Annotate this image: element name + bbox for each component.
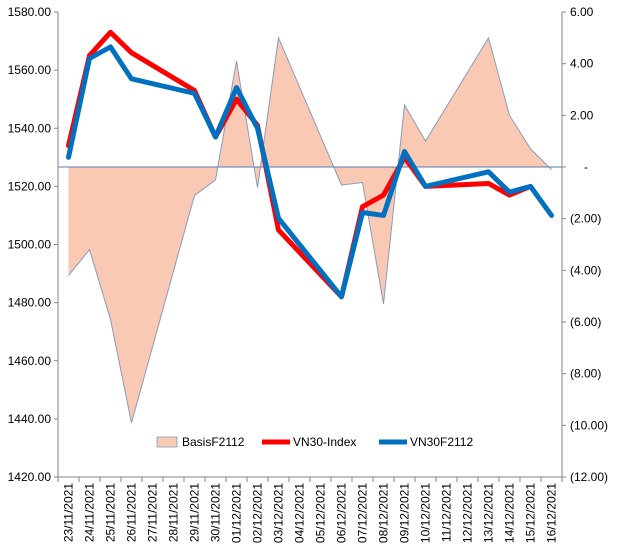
legend-swatch-basis (156, 436, 178, 448)
x-tick-label: 13/12/2021 (482, 483, 496, 543)
left-tick-label: 1500.00 (8, 238, 52, 252)
series-vn30f2112-line (66, 44, 554, 300)
x-tick-label: 14/12/2021 (503, 483, 517, 543)
legend: BasisF2112 VN30-Index VN30F2112 (156, 435, 473, 449)
left-tick-label: 1460.00 (8, 354, 52, 368)
legend-label-vn30f2112: VN30F2112 (410, 435, 473, 449)
x-tick-label: 15/12/2021 (524, 483, 538, 543)
x-tick-label: 27/11/2021 (146, 483, 160, 542)
left-tick-label: 1440.00 (8, 412, 52, 426)
x-tick-label: 10/12/2021 (419, 483, 433, 543)
x-tick-label: 26/11/2021 (125, 483, 139, 542)
series-basis-outline (68, 35, 552, 423)
right-tick-label: 4.00 (570, 57, 594, 71)
left-tick-label: 1540.00 (8, 121, 52, 135)
x-tick-label: 11/12/2021 (440, 483, 454, 542)
x-tick-label: 30/11/2021 (209, 483, 223, 542)
right-tick-label: (8.00) (570, 367, 601, 381)
x-tick-label: 28/11/2021 (167, 483, 181, 542)
left-tick-label: 1520.00 (8, 179, 52, 193)
right-tick-label: (6.00) (570, 315, 601, 329)
x-tick-label: 05/12/2021 (314, 483, 328, 543)
x-tick-label: 04/12/2021 (293, 483, 307, 543)
x-tick-label: 16/12/2021 (545, 483, 559, 543)
x-tick-label: 01/12/2021 (230, 483, 244, 543)
series-basis-area (68, 37, 552, 423)
x-tick-label: 23/11/2021 (62, 483, 76, 542)
x-tick-label: 09/12/2021 (398, 483, 412, 543)
right-tick-label: (4.00) (570, 263, 601, 277)
x-tick-label: 02/12/2021 (251, 483, 265, 543)
right-tick-label: 6.00 (570, 5, 594, 19)
right-tick-label: (10.00) (570, 418, 608, 432)
right-tick-label: 2.00 (570, 108, 594, 122)
legend-label-vn30-index: VN30-Index (293, 435, 356, 449)
x-tick-label: 03/12/2021 (272, 483, 286, 543)
area-layer (68, 35, 552, 423)
x-tick-label: 12/12/2021 (461, 483, 475, 543)
x-tick-label: 25/11/2021 (104, 483, 118, 542)
right-tick-label: (12.00) (570, 470, 608, 484)
x-tick-label: 07/12/2021 (356, 483, 370, 543)
x-tick-label: 29/11/2021 (188, 483, 202, 542)
x-tick-label: 08/12/2021 (377, 483, 391, 543)
x-tick-label: 06/12/2021 (335, 483, 349, 543)
right-tick-label: - (584, 160, 588, 174)
right-tick-label: (2.00) (570, 212, 601, 226)
axes-layer (54, 11, 566, 482)
left-tick-label: 1420.00 (8, 470, 52, 484)
series-vn30-index-line (66, 29, 533, 300)
left-tick-label: 1580.00 (8, 5, 52, 19)
left-tick-label: 1560.00 (8, 63, 52, 77)
left-tick-label: 1480.00 (8, 296, 52, 310)
lines-layer (66, 29, 554, 300)
x-tick-label: 24/11/2021 (83, 483, 97, 542)
legend-label-basis: BasisF2112 (182, 435, 245, 449)
ticks-layer: 1420.00 1440.00 1460.00 1480.00 1500.00 1520.… (8, 5, 608, 543)
